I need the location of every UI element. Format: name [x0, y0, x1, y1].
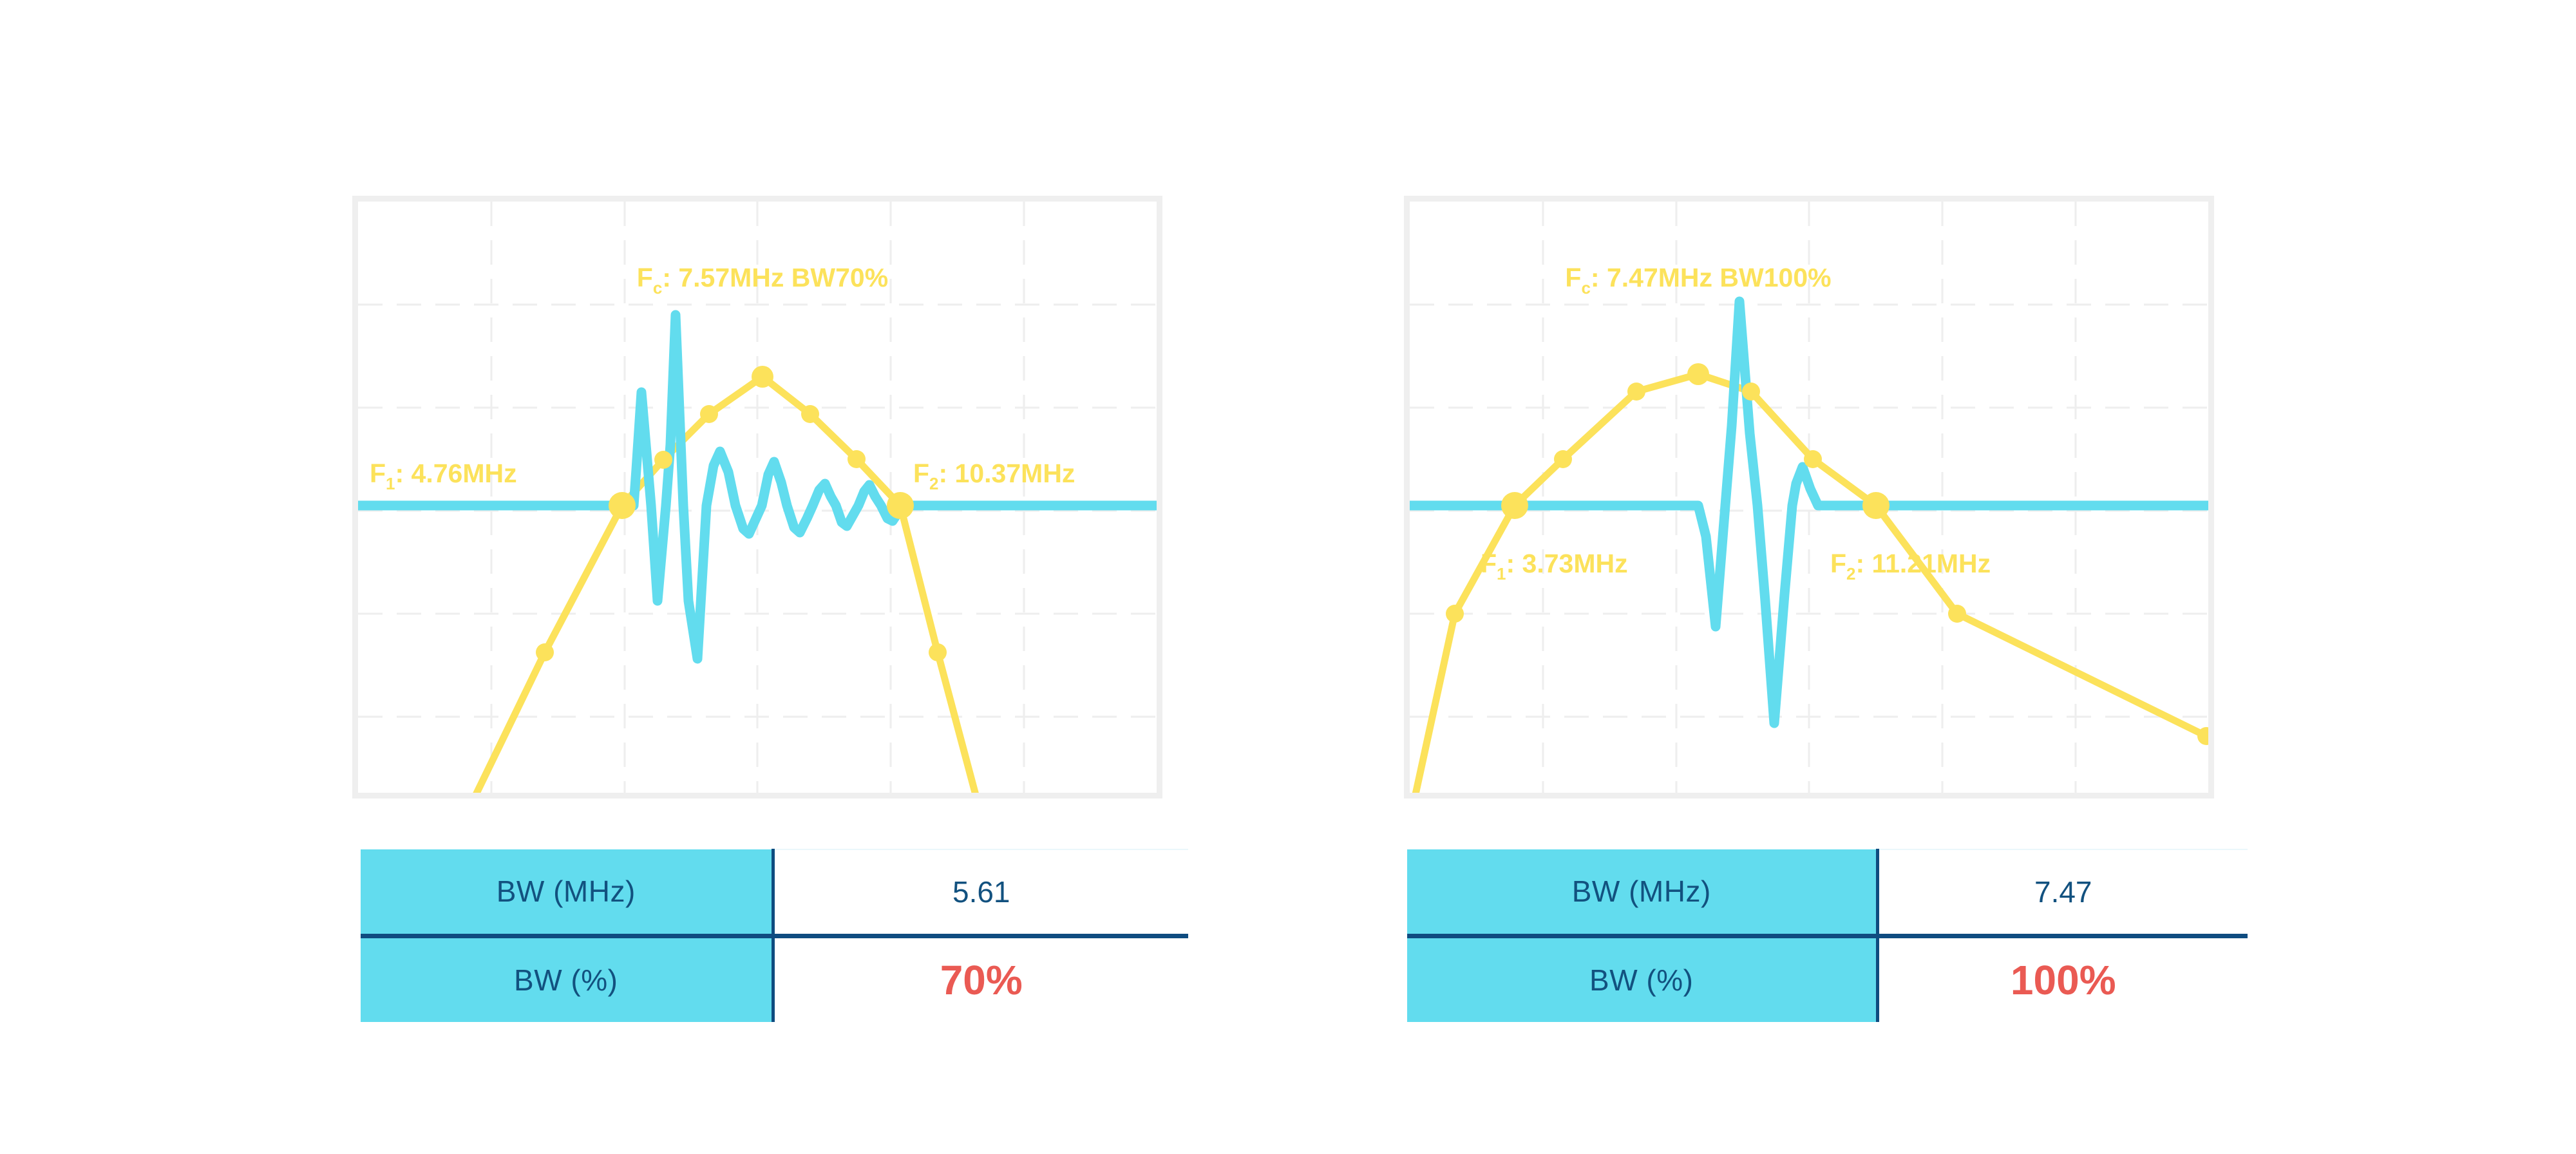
table-row: BW (%) 100% — [1407, 933, 2248, 1022]
f2-subscript: 2 — [1846, 564, 1855, 583]
center-marker-fc — [752, 366, 773, 388]
annotation-upper-cutoff-right: F2: 11.21MHz — [1830, 549, 1991, 583]
panel-right: Fc: 7.47MHz BW100% F1: 3.73MHz F2: 11.21… — [1404, 196, 2248, 1022]
f1-symbol: F — [370, 459, 386, 488]
table-row: BW (MHz) 5.61 — [361, 849, 1188, 936]
bw-table-left: BW (MHz) 5.61 BW (%) 70% — [361, 849, 1188, 1022]
annotation-lower-cutoff-left: F1: 4.76MHz — [370, 459, 517, 493]
cutoff-marker-f1 — [1501, 492, 1528, 519]
bw-percent-value: 70% — [773, 933, 1188, 1022]
annotation-center-right: Fc: 7.47MHz BW100% — [1565, 263, 1831, 298]
pulse-waveform-left — [358, 310, 1157, 664]
data-point — [2197, 727, 2208, 745]
fc-symbol: F — [637, 263, 653, 292]
spectrum-curve-right — [1412, 370, 2208, 793]
pulse-waveform-right — [1410, 296, 2208, 728]
plot-area-right: Fc: 7.47MHz BW100% F1: 3.73MHz F2: 11.21… — [1410, 202, 2208, 793]
f1-symbol: F — [1481, 549, 1497, 578]
cutoff-marker-f2 — [1862, 492, 1889, 519]
f2-symbol: F — [913, 459, 929, 488]
data-point — [536, 643, 554, 661]
f2-subscript: 2 — [929, 474, 938, 493]
chart-svg-right: Fc: 7.47MHz BW100% F1: 3.73MHz F2: 11.21… — [1410, 202, 2208, 793]
data-point — [1446, 605, 1464, 623]
f2-symbol: F — [1830, 549, 1846, 578]
spectrum-markers-left — [536, 366, 947, 661]
spectrum-curve-left — [473, 373, 979, 793]
bw-table-right: BW (MHz) 7.47 BW (%) 100% — [1407, 849, 2248, 1022]
plot-frame-left: Fc: 7.57MHz BW70% F1: 4.76MHz F2: 10.37M… — [352, 196, 1162, 799]
gridlines-right — [1410, 202, 2208, 793]
data-point — [1948, 605, 1966, 623]
spectrum-markers-right — [1446, 363, 2208, 745]
data-point — [848, 450, 866, 468]
fc-subscript: c — [1581, 278, 1590, 298]
fc-symbol: F — [1565, 263, 1581, 292]
bw-mhz-value: 5.61 — [773, 849, 1188, 936]
cutoff-marker-f1 — [609, 492, 636, 519]
plot-area-left: Fc: 7.57MHz BW70% F1: 4.76MHz F2: 10.37M… — [358, 202, 1157, 793]
bw-percent-value: 100% — [1877, 933, 2248, 1022]
data-point — [1804, 450, 1822, 468]
data-point — [801, 405, 819, 423]
data-point — [1554, 450, 1572, 468]
annotation-lower-cutoff-right: F1: 3.73MHz — [1481, 549, 1628, 583]
data-point — [929, 643, 947, 661]
annotation-center-left: Fc: 7.57MHz BW70% — [637, 263, 888, 298]
cutoff-marker-f2 — [887, 492, 914, 519]
data-point — [1627, 383, 1645, 401]
f1-subscript: 1 — [386, 474, 395, 493]
f1-subscript: 1 — [1497, 564, 1506, 583]
bw-mhz-label: BW (MHz) — [361, 849, 775, 936]
data-point — [654, 451, 672, 469]
plot-frame-right: Fc: 7.47MHz BW100% F1: 3.73MHz F2: 11.21… — [1404, 196, 2214, 799]
table-row: BW (%) 70% — [361, 933, 1188, 1022]
annotation-upper-cutoff-left: F2: 10.37MHz — [913, 459, 1075, 493]
table-row: BW (MHz) 7.47 — [1407, 849, 2248, 936]
bw-percent-label: BW (%) — [361, 933, 775, 1022]
bw-mhz-label: BW (MHz) — [1407, 849, 1879, 936]
bw-mhz-value: 7.47 — [1877, 849, 2248, 936]
data-point — [1742, 383, 1760, 401]
center-marker-fc — [1687, 363, 1709, 385]
chart-svg-left: Fc: 7.57MHz BW70% F1: 4.76MHz F2: 10.37M… — [358, 202, 1157, 793]
data-point — [700, 405, 718, 423]
panel-left: Fc: 7.57MHz BW70% F1: 4.76MHz F2: 10.37M… — [352, 196, 1188, 1022]
gridlines-left — [358, 202, 1157, 793]
fc-subscript: c — [653, 278, 662, 298]
bw-percent-label: BW (%) — [1407, 933, 1879, 1022]
